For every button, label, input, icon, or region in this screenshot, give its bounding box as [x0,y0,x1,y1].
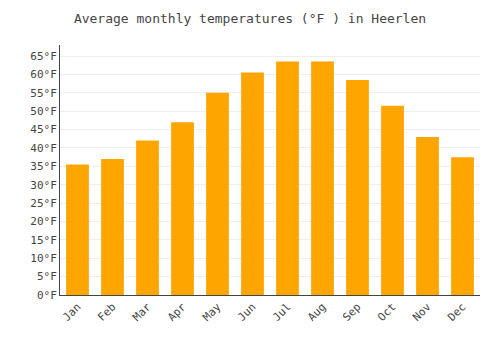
svg-text:20°F: 20°F [30,215,57,228]
svg-text:15°F: 15°F [30,234,57,247]
svg-text:Feb: Feb [95,301,118,324]
svg-text:Jun: Jun [235,301,258,324]
svg-text:May: May [200,300,224,324]
svg-text:Sep: Sep [340,301,363,324]
svg-text:60°F: 60°F [30,68,57,81]
svg-text:Dec: Dec [445,301,468,324]
svg-text:Oct: Oct [375,301,398,324]
svg-text:65°F: 65°F [30,50,57,63]
svg-text:30°F: 30°F [30,179,57,192]
svg-text:Nov: Nov [410,300,434,324]
svg-text:Jan: Jan [60,301,83,324]
svg-text:50°F: 50°F [30,105,57,118]
svg-text:55°F: 55°F [30,87,57,100]
svg-text:0°F: 0°F [37,289,57,302]
svg-text:35°F: 35°F [30,160,57,173]
svg-text:10°F: 10°F [30,252,57,265]
svg-text:45°F: 45°F [30,123,57,136]
svg-text:40°F: 40°F [30,142,57,155]
svg-text:25°F: 25°F [30,197,57,210]
svg-text:Apr: Apr [165,300,189,324]
svg-text:5°F: 5°F [37,270,57,283]
svg-text:Aug: Aug [305,301,328,324]
svg-text:Average monthly temperatures (: Average monthly temperatures (°F ) in He… [74,11,426,26]
svg-text:Mar: Mar [130,300,154,324]
svg-text:Jul: Jul [270,301,293,324]
